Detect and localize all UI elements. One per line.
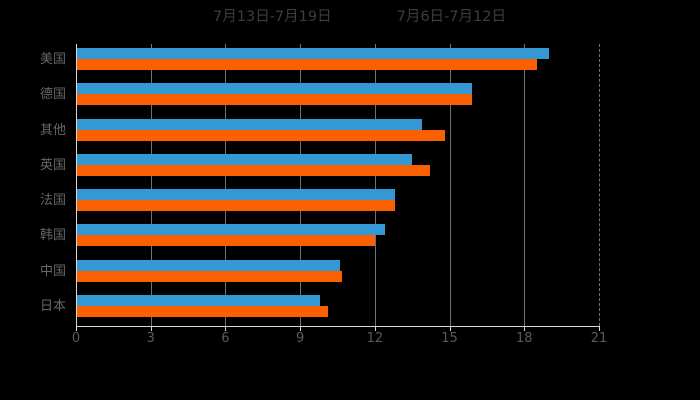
x-axis-tick-labels: 0 3 6 9 12 15 18 21 [0, 332, 700, 354]
gridline-15 [449, 44, 451, 326]
bar-日本-series-0[interactable] [76, 294, 321, 306]
x-tick-label-6: 6 [221, 331, 230, 346]
bar-中国-series-0[interactable] [76, 259, 340, 271]
category-label-其他: 其他 [39, 122, 66, 138]
legend-label-series-1: 7月6日-7月12日 [396, 8, 506, 25]
category-axis-labels: 美国德国其他英国法国韩国中国日本 [0, 44, 76, 326]
legend-circle-marker-icon [194, 12, 205, 23]
bar-韩国-series-0[interactable] [76, 224, 385, 236]
x-tick-mark-0 [76, 326, 77, 331]
bar-美国-series-1[interactable] [76, 59, 537, 70]
category-label-韩国: 韩国 [39, 228, 66, 244]
legend-item-series-0[interactable]: 7月13日-7月19日 [194, 10, 332, 25]
bar-英国-series-0[interactable] [76, 153, 413, 165]
x-tick-label-3: 3 [146, 331, 155, 346]
bar-中国-series-1[interactable] [76, 270, 343, 282]
bar-德国-series-0[interactable] [76, 83, 472, 95]
x-tick-mark-6 [225, 326, 227, 331]
gridline-12 [374, 44, 376, 326]
category-label-中国: 中国 [39, 263, 66, 279]
y-axis-line [76, 44, 77, 326]
x-tick-mark-12 [374, 326, 376, 331]
bar-日本-series-1[interactable] [76, 305, 328, 317]
bar-德国-series-1[interactable] [76, 94, 472, 106]
gridline-6 [225, 44, 227, 326]
x-tick-mark-15 [449, 326, 451, 331]
gridline-21 [599, 44, 600, 326]
category-label-英国: 英国 [39, 157, 66, 173]
plot-area [76, 44, 600, 326]
bar-英国-series-1[interactable] [76, 164, 430, 176]
gridline-3 [150, 44, 152, 326]
gridline-18 [524, 44, 526, 326]
gridline-9 [300, 44, 302, 326]
x-tick-label-15: 15 [441, 331, 458, 346]
bar-其他-series-1[interactable] [76, 129, 445, 141]
x-tick-label-21: 21 [590, 331, 608, 346]
x-tick-label-0: 0 [71, 331, 81, 346]
bar-法国-series-0[interactable] [76, 189, 395, 200]
x-tick-mark-21 [599, 326, 600, 331]
legend-item-series-1[interactable]: 7月6日-7月12日 [378, 10, 506, 25]
category-label-德国: 德国 [39, 87, 66, 103]
bar-美国-series-0[interactable] [76, 48, 550, 59]
x-tick-label-12: 12 [366, 331, 384, 346]
x-axis-line [76, 326, 600, 327]
chart-legend: 7月13日-7月19日 7月6日-7月12日 [0, 4, 700, 30]
x-tick-mark-3 [150, 326, 152, 331]
bar-其他-series-0[interactable] [76, 118, 423, 130]
legend-square-marker-icon [378, 12, 389, 23]
x-tick-mark-18 [524, 326, 526, 331]
x-tick-label-9: 9 [296, 331, 305, 346]
x-tick-label-18: 18 [516, 331, 533, 346]
category-label-日本: 日本 [39, 298, 66, 314]
category-label-法国: 法国 [39, 193, 66, 208]
category-label-美国: 美国 [39, 52, 66, 67]
legend-label-series-0: 7月13日-7月19日 [213, 8, 332, 25]
bar-法国-series-1[interactable] [76, 200, 395, 211]
x-tick-mark-9 [300, 326, 302, 331]
bar-韩国-series-1[interactable] [76, 235, 375, 247]
